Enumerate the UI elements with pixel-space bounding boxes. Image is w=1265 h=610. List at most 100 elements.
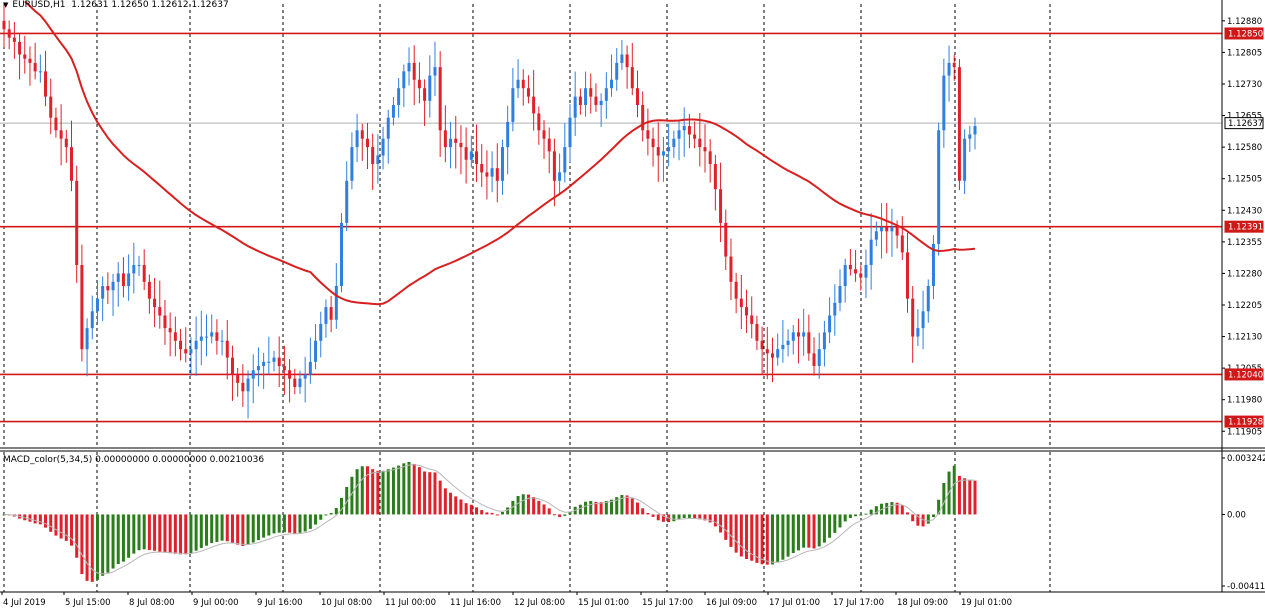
candle-body [874,231,878,240]
price-tick-label: 1.12430 [1227,206,1262,216]
macd-bar [101,514,105,576]
candle-body [485,172,489,177]
candle-body [630,67,634,89]
candle-body [667,147,671,152]
macd-bar [822,514,826,543]
macd-bar [708,514,712,523]
candle-body [480,163,484,173]
macd-bar [262,514,266,538]
price-level-tag [1224,368,1264,381]
macd-bar [594,501,598,515]
macd-bar [952,465,956,515]
candle-body [303,374,307,379]
macd-bar [386,469,390,515]
candle-body [230,357,234,375]
candle-body [194,340,198,350]
macd-bar [973,480,977,515]
macd-bar [864,513,868,515]
price-tick-label: 1.12655 [1227,112,1262,122]
candle-body [859,273,863,278]
price-tick-label: 1.12580 [1227,143,1262,153]
macd-bar [412,463,416,515]
candle-body [158,307,162,316]
candle-body [319,323,323,341]
candle-body [70,147,74,181]
candle-body [147,281,151,299]
candle-body [843,264,847,287]
candle-body [267,361,271,363]
candle-body [132,264,136,274]
macd-bar [438,480,442,515]
candle-body [407,62,411,72]
macd-bar [215,514,219,542]
candle-body [765,349,769,354]
candle-body [163,315,167,329]
candle-body [672,138,676,148]
candle-body [7,29,11,38]
candle-body [428,75,432,101]
candle-body [475,151,479,164]
candle-body [521,79,525,89]
candle-body [589,88,593,97]
macd-bar [314,514,318,525]
candle-body [573,96,577,118]
candle-body [308,361,312,375]
candle-body [101,286,105,299]
candle-body [449,138,453,148]
macd-bar [334,508,338,515]
candle-body [371,147,375,164]
macd-tick-label: 0.00 [1227,510,1246,520]
macd-bar [423,471,427,515]
macd-bar [563,514,567,516]
candle-body [563,147,567,173]
macd-bar [449,492,453,515]
time-tick-label: 10 Jul 08:00 [321,598,372,608]
time-tick-label: 17 Jul 17:00 [833,598,884,608]
macd-bar [308,514,312,529]
macd-bar [770,514,774,565]
macd-bar [443,488,447,515]
dropdown-triangle-icon[interactable]: ▼ [3,1,9,9]
macd-bar [210,514,214,544]
candle-body [241,382,245,392]
macd-bar [755,514,759,563]
candle-body [324,307,328,324]
macd-bar [874,506,878,515]
macd-bar [70,514,74,546]
macd-bar [828,514,832,538]
time-tick-label: 19 Jul 01:00 [961,598,1012,608]
candle-body [251,370,255,379]
price-level-tag-label: 1.11928 [1228,418,1263,428]
time-tick-label: 9 Jul 16:00 [257,598,303,608]
macd-bar [293,514,297,534]
time-tick-label: 15 Jul 17:00 [642,598,693,608]
macd-bar [33,514,37,524]
macd-bar [54,514,58,536]
macd-bar [153,514,157,551]
candle-body [677,130,681,139]
candle-body [18,41,22,55]
candle-body [64,138,68,148]
candle-body [921,311,925,329]
price-level-tag [1224,415,1264,428]
time-tick-label: 15 Jul 01:00 [578,598,629,608]
candle-body [127,273,131,287]
macd-bar [137,514,141,551]
price-level-tag-label: 1.12391 [1228,223,1263,233]
candle-body [38,71,42,73]
time-tick-label: 18 Jul 09:00 [897,598,948,608]
macd-bar [397,465,401,515]
candle-body [433,67,437,76]
macd-bar [568,511,572,515]
candle-body [121,273,125,287]
macd-bar [464,503,468,515]
candle-body [199,336,203,341]
candle-body [604,88,608,101]
macd-bar [615,497,619,515]
candle-body [137,264,141,266]
macd-bar [75,514,79,558]
candle-body [848,264,852,270]
macd-bar [781,514,785,560]
macd-bar [365,466,369,515]
candle-body [661,151,665,156]
